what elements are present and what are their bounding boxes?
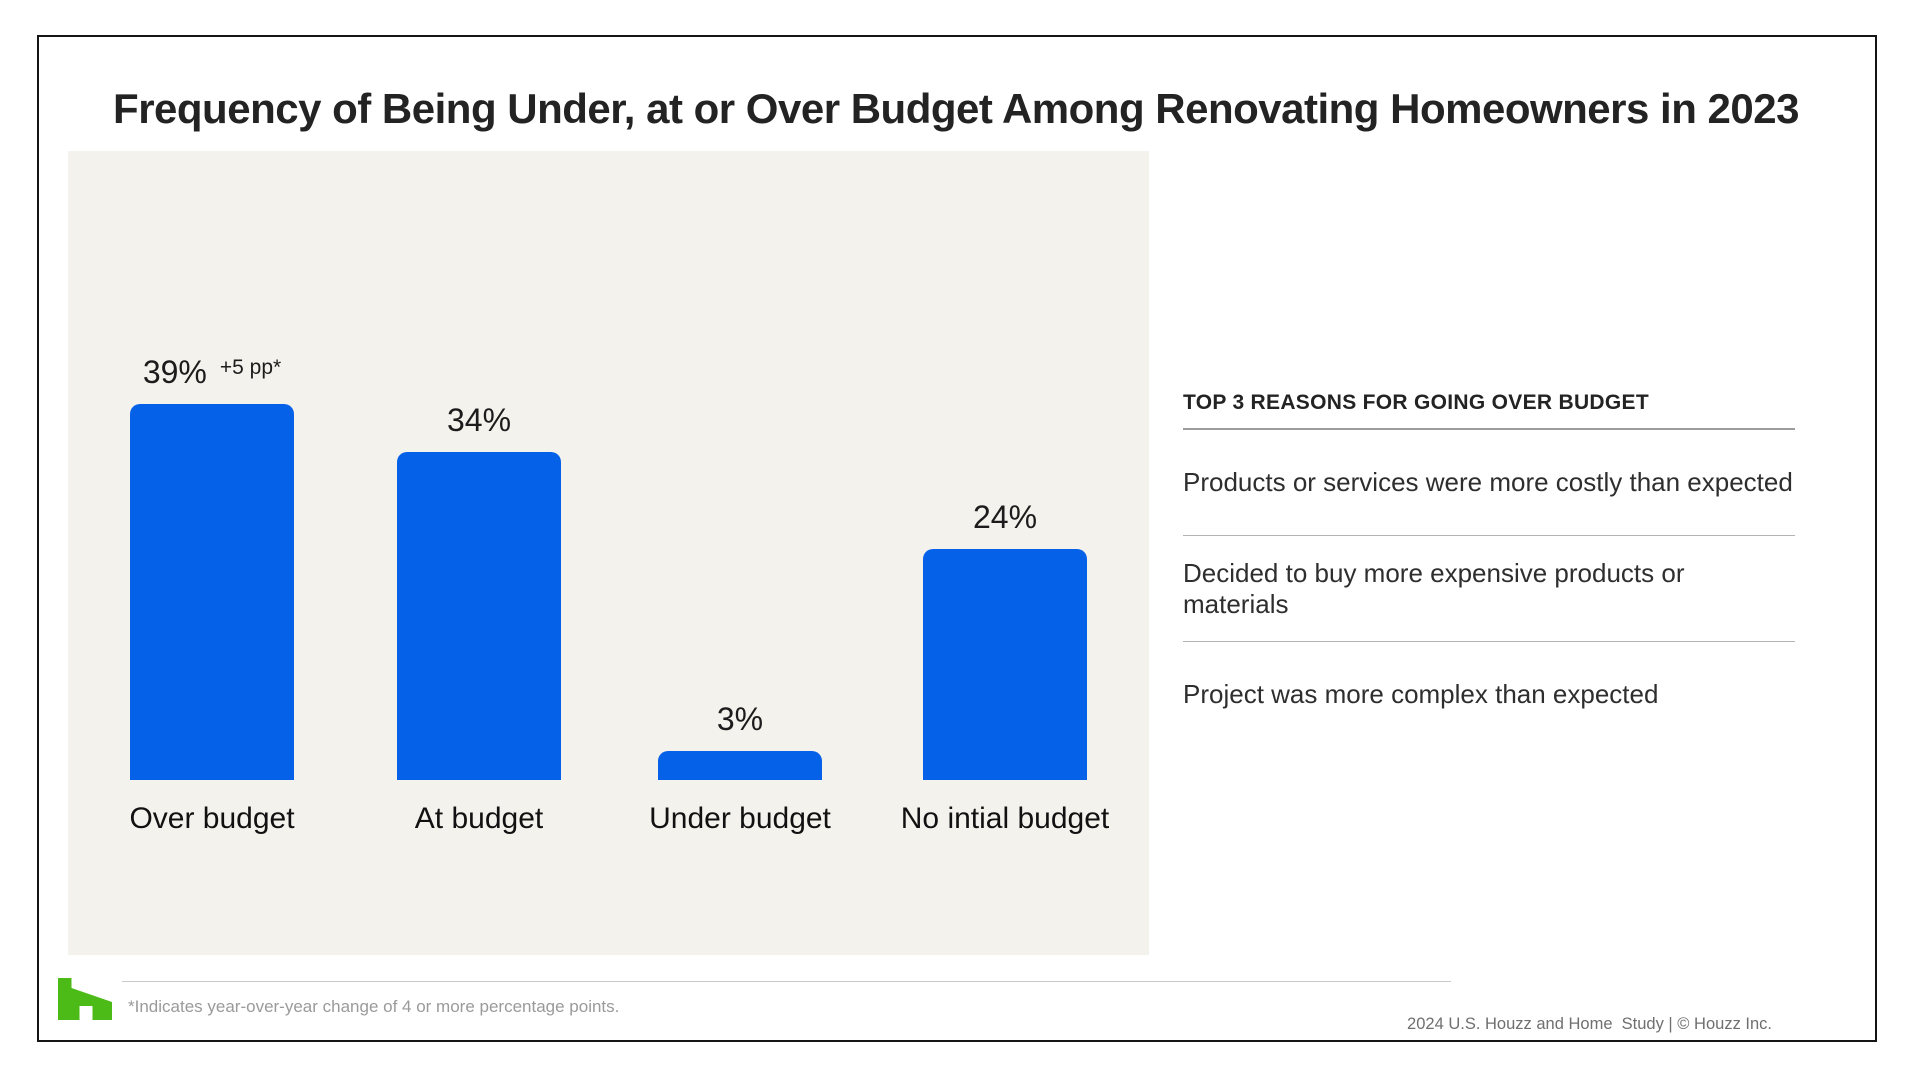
- reasons-header: TOP 3 REASONS FOR GOING OVER BUDGET: [1183, 391, 1795, 430]
- bar-value-label: 3%: [716, 701, 764, 738]
- footnote-divider: [122, 981, 1451, 982]
- bar-category-label: Over budget: [129, 802, 295, 835]
- bar-value-label: 24%: [972, 499, 1038, 536]
- bar-column-no-initial-budget: 24% No intial budget: [901, 501, 1109, 835]
- reason-item: Products or services were more costly th…: [1183, 430, 1795, 536]
- bar-over-budget: [130, 404, 294, 780]
- copyright-text: 2024 U.S. Houzz and Home Study | © Houzz…: [1407, 1015, 1772, 1033]
- bar-no-initial-budget: [923, 549, 1087, 780]
- bar-under-budget: [658, 751, 822, 780]
- bar-value-row: 39% +5 pp*: [143, 356, 281, 390]
- bar-category-label: No intial budget: [900, 802, 1110, 835]
- bar-chart-panel: 39% +5 pp* Over budget 34% At budget 3% …: [68, 151, 1149, 955]
- bar-value-row: 3%: [717, 703, 763, 737]
- bar-category-label: At budget: [414, 802, 544, 835]
- bar-column-under-budget: 3% Under budget: [649, 703, 831, 835]
- reason-item: Project was more complex than expected: [1183, 679, 1659, 709]
- reason-item: Decided to buy more expensive products o…: [1183, 536, 1795, 642]
- bar-value-row: 34%: [447, 404, 511, 438]
- chart-title: Frequency of Being Under, at or Over Bud…: [113, 85, 1799, 133]
- reasons-panel: TOP 3 REASONS FOR GOING OVER BUDGET Prod…: [1183, 391, 1795, 747]
- bar-column-at-budget: 34% At budget: [397, 404, 561, 835]
- houzz-logo-icon: [58, 978, 112, 1020]
- bar-category-label: Under budget: [649, 802, 831, 835]
- bar-at-budget: [397, 452, 561, 780]
- bar-annotation: +5 pp*: [219, 356, 282, 380]
- bar-value-row: 24%: [973, 501, 1037, 535]
- footnote-text: *Indicates year-over-year change of 4 or…: [128, 997, 620, 1016]
- bar-value-label: 39%: [142, 354, 207, 391]
- bar-column-over-budget: 39% +5 pp* Over budget: [129, 356, 294, 835]
- bar-value-label: 34%: [446, 402, 512, 439]
